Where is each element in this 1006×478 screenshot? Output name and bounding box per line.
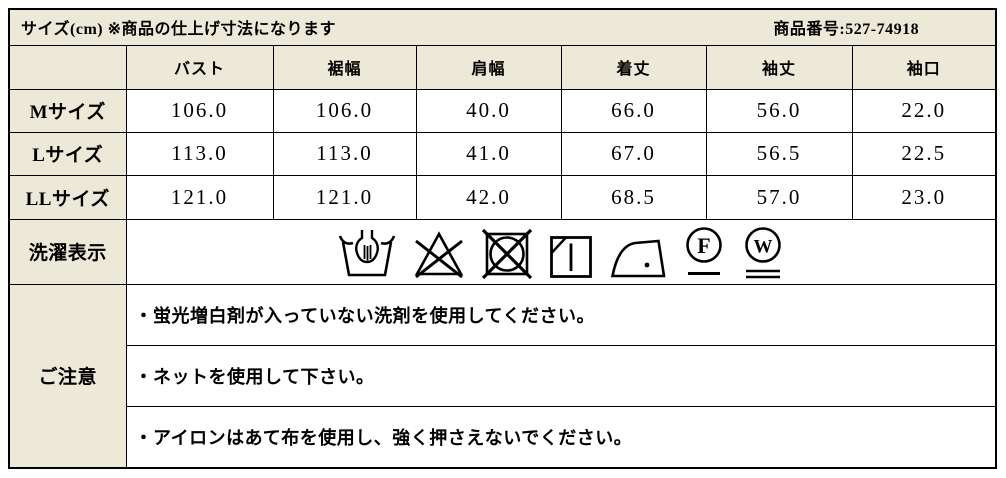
note-item: ・蛍光増白剤が入っていない洗剤を使用してください。 <box>125 283 997 346</box>
size-row-ll: LLサイズ 121.0 121.0 42.0 68.5 57.0 23.0 <box>8 174 997 220</box>
product-number: 商品番号:527-74918 <box>773 21 920 39</box>
size-value: 56.0 <box>705 88 853 133</box>
svg-text:F: F <box>697 233 710 258</box>
column-header-hem-width: 裾幅 <box>272 44 417 90</box>
table-title: サイズ(cm) ※商品の仕上げ寸法になります <box>21 21 337 39</box>
column-header-length: 着丈 <box>560 44 707 90</box>
note-item: ・ネットを使用して下さい。 <box>125 344 997 407</box>
line-dry-in-shade-icon <box>549 236 592 278</box>
column-header-row: バスト 裾幅 肩幅 着丈 袖丈 袖口 <box>8 44 997 90</box>
iron-low-heat-icon <box>610 239 666 278</box>
laundry-row: 洗濯表示 <box>8 218 997 285</box>
size-row-m: Mサイズ 106.0 106.0 40.0 66.0 56.0 22.0 <box>8 88 997 133</box>
do-not-bleach-icon <box>414 231 463 279</box>
note-row: ・アイロンはあて布を使用し、強く押さえないでください。 <box>9 405 997 469</box>
column-header-shoulder-width: 肩幅 <box>415 44 562 90</box>
note-row: ご注意 ・蛍光増白剤が入っていない洗剤を使用してください。 <box>8 283 997 469</box>
size-value: 23.0 <box>851 174 997 220</box>
size-value: 41.0 <box>415 131 562 176</box>
size-value: 56.5 <box>705 131 853 176</box>
size-value: 42.0 <box>415 174 562 220</box>
row-label-ll: LLサイズ <box>8 174 127 220</box>
column-header-sleeve-length: 袖丈 <box>705 44 853 90</box>
size-value: 22.5 <box>851 131 997 176</box>
size-value: 22.0 <box>851 88 997 133</box>
size-value: 68.5 <box>560 174 707 220</box>
size-value: 66.0 <box>560 88 707 133</box>
size-value: 57.0 <box>705 174 853 220</box>
size-value: 113.0 <box>272 131 417 176</box>
row-label-laundry: 洗濯表示 <box>8 218 127 285</box>
row-label-m: Mサイズ <box>8 88 127 133</box>
note-row: ・ネットを使用して下さい。 <box>9 344 997 407</box>
size-value: 67.0 <box>560 131 707 176</box>
do-not-tumble-dry-icon <box>481 229 532 279</box>
size-value: 106.0 <box>125 88 274 133</box>
hand-wash-icon <box>338 230 396 277</box>
dry-clean-f-icon: F <box>685 227 722 275</box>
size-value: 113.0 <box>125 131 274 176</box>
size-value: 40.0 <box>415 88 562 133</box>
svg-text:W: W <box>753 237 772 258</box>
row-label-notes: ご注意 <box>8 283 127 469</box>
size-table: サイズ(cm) ※商品の仕上げ寸法になります 商品番号:527-74918 バス… <box>8 8 998 469</box>
column-header-cuff: 袖口 <box>851 44 997 90</box>
size-value: 106.0 <box>272 88 417 133</box>
row-label-l: Lサイズ <box>8 131 127 176</box>
corner-cell <box>8 44 127 90</box>
size-row-l: Lサイズ 113.0 113.0 41.0 67.0 56.5 22.5 <box>8 131 997 176</box>
size-value: 121.0 <box>272 174 417 220</box>
title-row: サイズ(cm) ※商品の仕上げ寸法になります 商品番号:527-74918 <box>8 8 997 46</box>
column-header-bust: バスト <box>125 44 274 90</box>
size-value: 121.0 <box>125 174 274 220</box>
note-item: ・アイロンはあて布を使用し、強く押さえないでください。 <box>125 405 997 469</box>
laundry-symbols: F W <box>127 224 995 279</box>
wet-clean-w-icon: W <box>744 227 781 279</box>
